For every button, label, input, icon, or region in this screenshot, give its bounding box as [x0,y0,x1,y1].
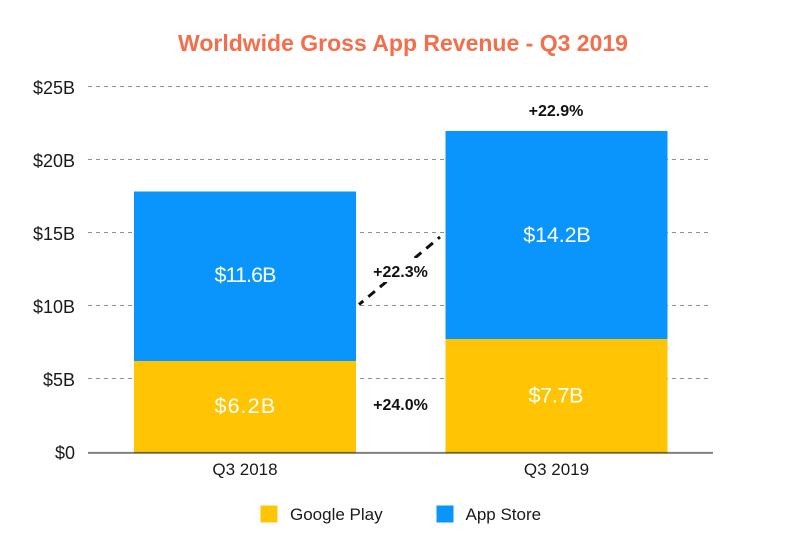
svg-text:$14.2B: $14.2B [523,223,591,247]
svg-text:$25B: $25B [33,78,75,98]
svg-text:$15B: $15B [33,224,75,244]
svg-text:$10B: $10B [33,297,75,317]
svg-text:$20B: $20B [33,151,75,171]
svg-text:$7.7B: $7.7B [529,384,584,408]
svg-text:$11.6B: $11.6B [215,263,277,287]
svg-text:App Store: App Store [466,505,542,524]
svg-text:$5B: $5B [43,370,75,390]
svg-text:Google Play: Google Play [290,505,383,524]
svg-text:Q3 2018: Q3 2018 [212,460,277,479]
svg-text:$6.2B: $6.2B [215,394,275,418]
svg-text:+24.0%: +24.0% [373,397,428,414]
svg-text:Worldwide Gross App Revenue -: Worldwide Gross App Revenue - Q3 2019 [178,30,628,56]
svg-text:$0: $0 [55,443,75,463]
svg-text:+22.9%: +22.9% [529,103,584,120]
svg-text:+22.3%: +22.3% [373,264,428,281]
svg-text:Q3 2019: Q3 2019 [524,460,589,479]
